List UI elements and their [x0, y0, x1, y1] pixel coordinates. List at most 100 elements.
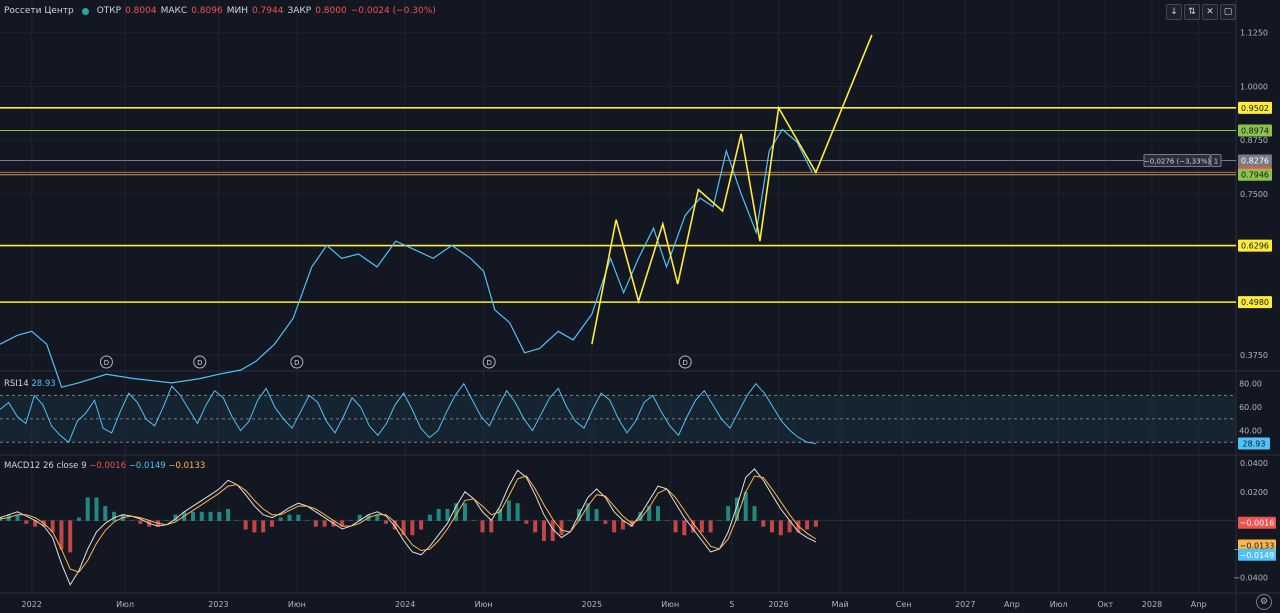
macd-histogram-bar: [348, 520, 353, 521]
macd-histogram-bar: [655, 506, 660, 521]
macd-tick-label: 0.0400: [1240, 459, 1268, 468]
macd-histogram-bar: [296, 514, 301, 521]
move-down-button[interactable]: ↓: [1166, 4, 1182, 20]
macd-histogram-bar: [585, 503, 590, 521]
dividend-marker: [482, 355, 496, 369]
dividend-marker-label: D: [486, 359, 491, 367]
level-label: 0.7946: [1241, 171, 1269, 180]
time-axis-label: 2026: [768, 600, 788, 609]
time-axis-label: Июн: [475, 600, 493, 609]
macd-histogram-bar: [410, 520, 415, 536]
macd-histogram-bar: [226, 508, 231, 521]
price-tick-label: 0.8750: [1240, 136, 1268, 145]
macd-histogram-bar: [129, 520, 134, 521]
macd-histogram-bar: [471, 520, 476, 521]
macd-histogram-bar: [612, 520, 617, 533]
dividend-marker-label: D: [197, 359, 202, 367]
macd-histogram-bar: [340, 520, 345, 527]
macd-histogram-bar: [191, 511, 196, 521]
macd-tick-label: 0.0200: [1240, 488, 1268, 497]
macd-histogram-bar: [375, 514, 380, 521]
macd-histogram-bar: [454, 503, 459, 521]
macd-legend[interactable]: MACD12 26 close 9 −0.0016 −0.0149 −0.013…: [4, 460, 205, 472]
macd-histogram-bar: [489, 520, 494, 533]
macd-histogram-bar: [384, 520, 389, 524]
macd-histogram-bar: [568, 520, 573, 521]
level-badge: [1238, 239, 1272, 252]
level-badge: [1238, 101, 1272, 114]
macd-histogram-bar: [164, 520, 169, 521]
macd-histogram-bar: [305, 520, 310, 521]
macd-histogram-bar: [33, 520, 38, 527]
macd-histogram-bar: [261, 520, 266, 533]
macd-histogram-bar: [269, 520, 274, 527]
macd-tick-label: −0.0400: [1233, 574, 1268, 583]
macd-histogram-bar: [24, 520, 29, 524]
macd-histogram-bar: [401, 520, 406, 536]
time-axis-label: 5: [729, 600, 734, 609]
fullscreen-button[interactable]: ▢: [1220, 4, 1236, 20]
macd-value-2: −0.0149: [128, 461, 166, 471]
time-axis-label: 2022: [22, 600, 42, 609]
macd-histogram-bar: [462, 503, 467, 521]
price-tick-label: 0.3750: [1240, 351, 1268, 360]
open-label: ОТКР: [96, 6, 122, 16]
dividend-marker: [678, 355, 692, 369]
macd-histogram-bar: [234, 520, 239, 521]
rsi-current-label: 28.93: [1243, 440, 1266, 449]
time-axis-label: 2028: [1142, 600, 1162, 609]
macd-histogram-bar: [761, 520, 766, 527]
symbol-name[interactable]: Россети Центр: [4, 6, 74, 16]
level-label: 0.8974: [1241, 127, 1269, 136]
zigzag-drawing: [591, 34, 873, 345]
level-badge: [1238, 168, 1272, 181]
macd-histogram-bar: [112, 511, 117, 521]
time-axis-label: Апр: [1191, 600, 1207, 609]
rsi-label: RSI14: [4, 379, 29, 389]
macd-histogram-bar: [217, 511, 222, 521]
measure-box: [1143, 154, 1211, 168]
macd-histogram-bar: [533, 520, 538, 533]
swap-button[interactable]: ⇅: [1184, 4, 1200, 20]
macd-histogram-bar: [664, 520, 669, 521]
time-axis-label: Июл: [116, 600, 134, 609]
dividend-marker-label: D: [683, 359, 688, 367]
macd-histogram-bar: [541, 520, 546, 541]
time-axis-label: 2025: [582, 600, 602, 609]
measure-badge-box: [1210, 154, 1222, 168]
macd-histogram-bar: [734, 497, 739, 521]
macd-current-badge: [1238, 548, 1276, 561]
macd-histogram-bar: [515, 503, 520, 521]
macd-histogram-bar: [726, 506, 731, 521]
macd-histogram-bar: [419, 520, 424, 530]
rsi-legend[interactable]: RSI14 28.93: [4, 378, 56, 390]
level-label: 0.8276: [1241, 157, 1269, 166]
dividend-marker-label: D: [104, 359, 109, 367]
close-label: ЗАКР: [287, 6, 312, 16]
macd-histogram-bar: [278, 517, 283, 521]
macd-histogram-bar: [813, 520, 818, 527]
rsi-line: [0, 382, 816, 444]
time-axis-label: Июн: [661, 600, 679, 609]
macd-histogram-bar: [392, 520, 397, 530]
close-pane-button[interactable]: ✕: [1202, 4, 1218, 20]
macd-value-1: −0.0016: [89, 461, 127, 471]
macd-histogram-bar: [85, 497, 90, 521]
macd-histogram-bar: [708, 520, 713, 533]
time-axis-label: 2023: [208, 600, 228, 609]
main-legend: Россети Центр ОТКР 0.8004 МАКС 0.8096 МИН 0…: [4, 4, 436, 18]
measure-label: −0,0276 (−3,33%): [1144, 158, 1210, 166]
high-value: 0.8096: [191, 6, 223, 16]
macd-histogram-bar: [673, 520, 678, 533]
low-label: МИН: [226, 6, 248, 16]
macd-histogram-bar: [252, 520, 257, 533]
macd-current-label: −0.0016: [1240, 519, 1275, 528]
time-axis-label: Май: [832, 600, 849, 609]
macd-histogram-bar: [68, 520, 73, 553]
rsi-tick-label: 60.00: [1239, 403, 1262, 412]
macd-histogram-bar: [445, 508, 450, 521]
settings-gear-icon[interactable]: ⚙: [1256, 594, 1272, 610]
macd-histogram-bar: [76, 517, 81, 521]
macd-histogram-bar: [59, 520, 64, 550]
